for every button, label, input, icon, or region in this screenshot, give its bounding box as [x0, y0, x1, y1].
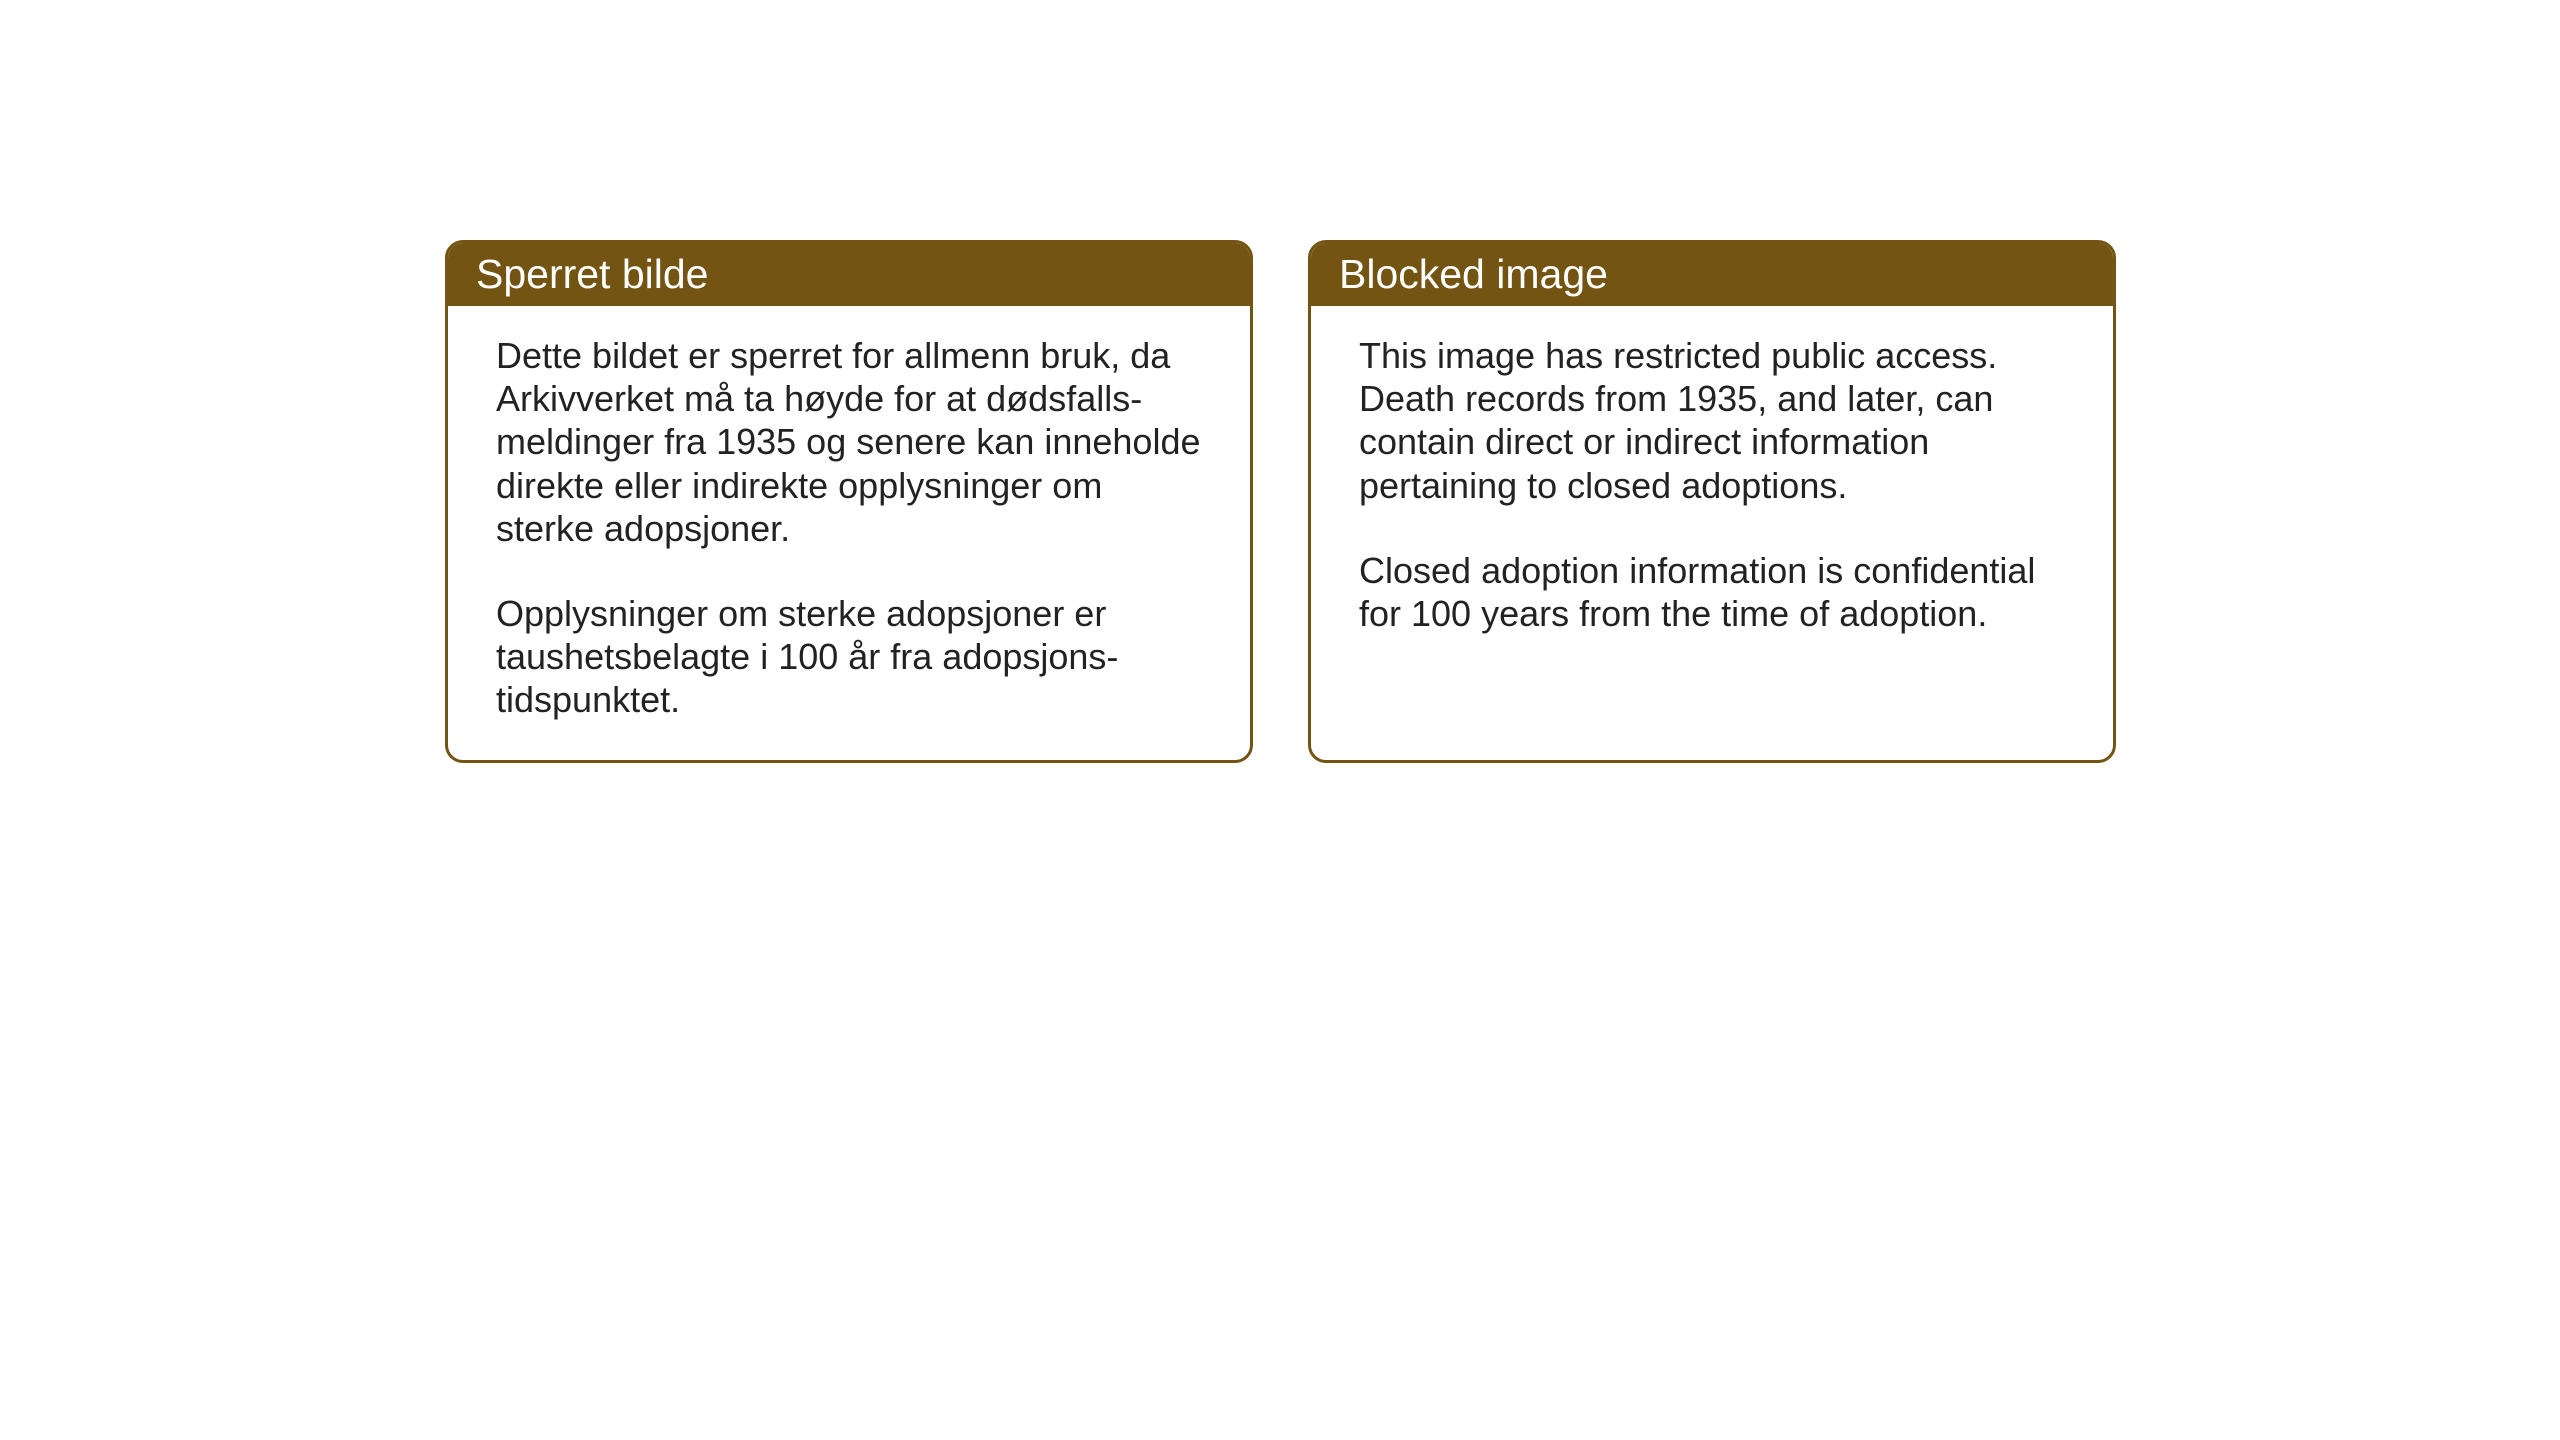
notice-body-norwegian: Dette bildet er sperret for allmenn bruk… [448, 306, 1250, 760]
notice-box-norwegian: Sperret bilde Dette bildet er sperret fo… [445, 240, 1253, 763]
notice-paragraph: Closed adoption information is confident… [1359, 549, 2065, 635]
notice-paragraph: Opplysninger om sterke adopsjoner er tau… [496, 592, 1202, 722]
notice-container: Sperret bilde Dette bildet er sperret fo… [445, 240, 2116, 763]
notice-paragraph: Dette bildet er sperret for allmenn bruk… [496, 334, 1202, 550]
notice-body-english: This image has restricted public access.… [1311, 306, 2113, 696]
notice-title-english: Blocked image [1339, 251, 1608, 297]
notice-title-norwegian: Sperret bilde [476, 251, 708, 297]
notice-paragraph: This image has restricted public access.… [1359, 334, 2065, 507]
notice-box-english: Blocked image This image has restricted … [1308, 240, 2116, 763]
notice-header-norwegian: Sperret bilde [448, 243, 1250, 306]
notice-header-english: Blocked image [1311, 243, 2113, 306]
